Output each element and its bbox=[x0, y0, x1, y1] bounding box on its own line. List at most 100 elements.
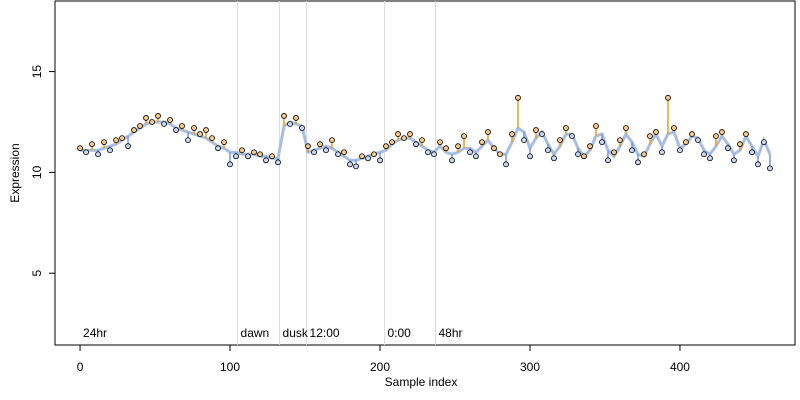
point bbox=[323, 147, 329, 154]
point bbox=[281, 113, 287, 119]
point bbox=[551, 155, 557, 162]
point bbox=[491, 145, 497, 152]
point bbox=[647, 133, 653, 139]
point bbox=[653, 129, 659, 135]
point bbox=[755, 161, 761, 168]
point bbox=[287, 121, 293, 127]
point bbox=[227, 161, 233, 168]
point bbox=[677, 147, 683, 154]
point bbox=[197, 131, 203, 137]
point bbox=[437, 139, 443, 146]
point bbox=[419, 137, 425, 144]
y-tick-label: 5 bbox=[30, 270, 44, 277]
point bbox=[143, 115, 149, 121]
point bbox=[485, 129, 491, 135]
point bbox=[203, 127, 209, 133]
point bbox=[455, 143, 461, 150]
point bbox=[707, 155, 713, 162]
point bbox=[137, 123, 143, 129]
point bbox=[185, 137, 191, 144]
point bbox=[539, 131, 545, 137]
point bbox=[515, 94, 521, 101]
point bbox=[293, 115, 299, 121]
point bbox=[131, 127, 137, 133]
point bbox=[557, 137, 563, 144]
point bbox=[527, 153, 533, 160]
point bbox=[719, 129, 725, 135]
point bbox=[599, 139, 605, 146]
plot-box bbox=[54, 0, 796, 346]
point bbox=[725, 145, 731, 152]
point bbox=[407, 131, 413, 137]
point bbox=[221, 139, 227, 146]
point bbox=[89, 141, 95, 148]
point bbox=[365, 155, 371, 162]
point bbox=[467, 149, 473, 156]
point bbox=[689, 131, 695, 137]
point bbox=[695, 137, 701, 144]
point bbox=[329, 137, 335, 144]
point bbox=[629, 147, 635, 154]
point bbox=[575, 151, 581, 158]
point bbox=[617, 137, 623, 144]
point bbox=[413, 141, 419, 148]
point bbox=[395, 131, 401, 137]
point bbox=[161, 121, 167, 127]
point bbox=[251, 149, 257, 156]
point bbox=[545, 147, 551, 154]
point bbox=[521, 137, 527, 144]
point bbox=[713, 133, 719, 139]
annotation: 12:00 bbox=[310, 326, 340, 340]
y-tick-label: 10 bbox=[30, 165, 44, 179]
x-tick-label: 300 bbox=[520, 360, 540, 374]
point bbox=[179, 123, 185, 129]
point bbox=[761, 139, 767, 146]
point bbox=[563, 125, 569, 131]
fitted-line bbox=[80, 120, 772, 162]
annotation: 0:00 bbox=[388, 326, 412, 340]
point bbox=[167, 117, 173, 123]
point bbox=[671, 125, 677, 131]
annotation: dawn bbox=[241, 326, 270, 340]
point bbox=[317, 141, 323, 148]
point bbox=[479, 139, 485, 146]
point bbox=[119, 135, 125, 142]
point bbox=[581, 153, 587, 160]
point bbox=[215, 145, 221, 152]
point bbox=[473, 153, 479, 160]
point bbox=[503, 161, 509, 168]
point bbox=[101, 139, 107, 146]
y-tick-label: 15 bbox=[30, 65, 44, 79]
point bbox=[335, 151, 341, 158]
x-axis-label: Sample index bbox=[385, 375, 458, 389]
point bbox=[533, 127, 539, 133]
point bbox=[749, 149, 755, 156]
point bbox=[425, 149, 431, 156]
annotation: 24hr bbox=[83, 326, 107, 340]
point bbox=[155, 113, 161, 119]
point bbox=[341, 149, 347, 156]
point bbox=[389, 139, 395, 146]
x-tick-label: 0 bbox=[77, 360, 84, 374]
point bbox=[731, 157, 737, 164]
point bbox=[275, 159, 281, 166]
point bbox=[737, 141, 743, 148]
point bbox=[245, 153, 251, 160]
point bbox=[263, 157, 269, 164]
point bbox=[767, 165, 773, 172]
point bbox=[149, 119, 155, 125]
point bbox=[587, 143, 593, 150]
point bbox=[497, 151, 503, 158]
point bbox=[449, 157, 455, 164]
point bbox=[611, 149, 617, 156]
point bbox=[569, 133, 575, 139]
point bbox=[347, 161, 353, 168]
annotation: dusk bbox=[283, 326, 309, 340]
point bbox=[509, 131, 515, 137]
point bbox=[359, 153, 365, 160]
point bbox=[371, 151, 377, 158]
point bbox=[701, 151, 707, 158]
point bbox=[83, 149, 89, 156]
